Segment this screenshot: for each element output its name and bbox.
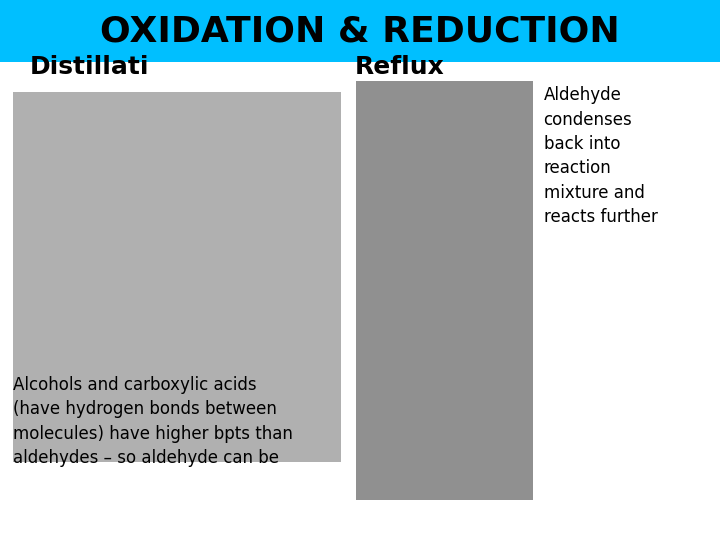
Text: Distillati: Distillati	[30, 56, 150, 79]
Text: Alcohols and carboxylic acids
(have hydrogen bonds between
molecules) have highe: Alcohols and carboxylic acids (have hydr…	[13, 376, 293, 467]
Text: Reflux: Reflux	[355, 56, 444, 79]
Bar	[13, 92, 341, 462]
Bar	[0, 0, 720, 62]
Text: Aldehyde
condenses
back into
reaction
mixture and
reacts further: Aldehyde condenses back into reaction mi…	[544, 86, 657, 226]
Bar	[356, 81, 533, 500]
Text: OXIDATION & REDUCTION: OXIDATION & REDUCTION	[100, 14, 620, 48]
